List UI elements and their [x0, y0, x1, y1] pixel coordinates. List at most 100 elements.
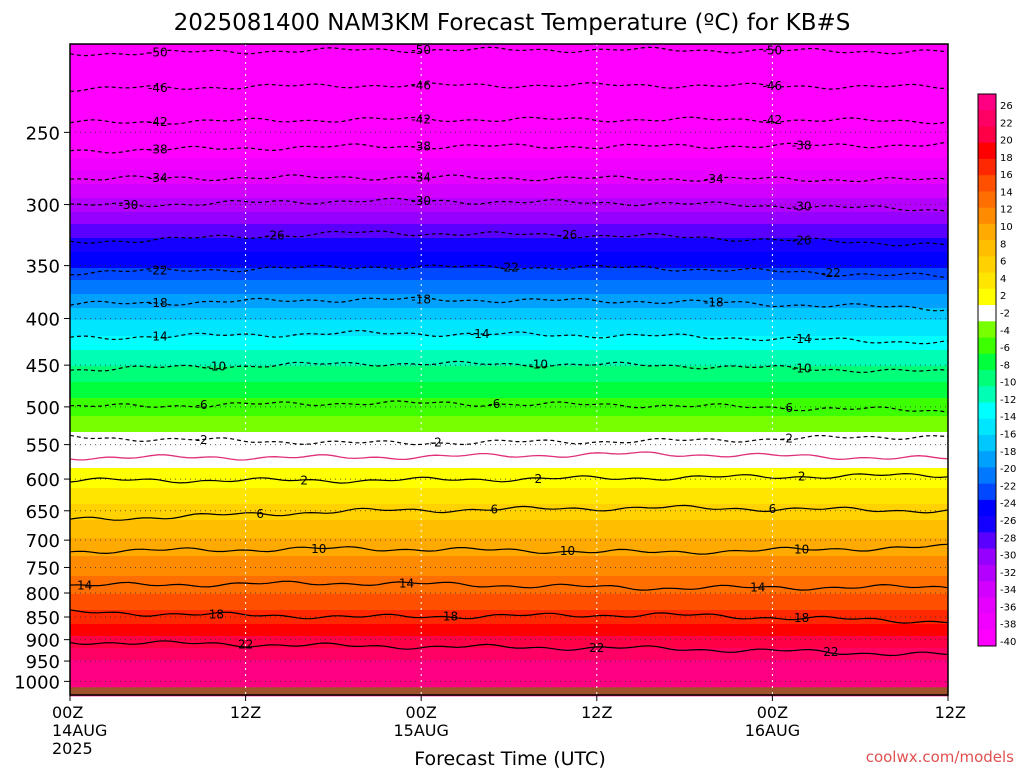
temp-band	[70, 204, 948, 207]
temp-band	[70, 152, 948, 155]
temp-band	[70, 484, 948, 487]
x-tick-date: 15AUG	[393, 721, 448, 740]
temp-band	[70, 464, 948, 467]
colorbar-swatch	[978, 126, 996, 144]
temp-band	[70, 212, 948, 215]
temp-band	[70, 144, 948, 147]
temp-band	[70, 668, 948, 671]
temp-band	[70, 406, 948, 409]
colorbar-label: -28	[1000, 533, 1016, 544]
temp-band	[70, 292, 948, 295]
temp-band	[70, 170, 948, 173]
temp-band	[70, 580, 948, 583]
temp-band	[70, 634, 948, 637]
y-tick-label: 750	[26, 558, 60, 579]
temp-band	[70, 472, 948, 475]
temp-band	[70, 562, 948, 565]
temp-band	[70, 320, 948, 323]
temp-band	[70, 612, 948, 615]
temp-band	[70, 72, 948, 75]
contour-label: -46	[411, 78, 431, 92]
contour-line	[69, 116, 949, 125]
colorbar-label: -20	[1000, 464, 1016, 475]
colorbar-swatch	[978, 142, 996, 160]
colorbar-swatch	[978, 191, 996, 209]
temp-band	[70, 446, 948, 449]
temp-band	[70, 266, 948, 269]
temp-band	[70, 154, 948, 157]
temp-band	[70, 286, 948, 289]
temp-band	[70, 248, 948, 251]
temp-band	[70, 190, 948, 193]
temp-band	[70, 552, 948, 555]
contour-label: -2	[781, 432, 793, 446]
temp-band	[70, 656, 948, 659]
colorbar-swatch	[978, 467, 996, 485]
temp-band	[70, 626, 948, 629]
temp-band	[70, 50, 948, 53]
y-tick-label: 350	[26, 257, 60, 278]
plot-area: -50 -50 -50-46 -46 -46-42 -42 -42-38 -38 -38-34-…	[69, 43, 949, 697]
contour-line	[69, 609, 949, 624]
contour-label: 22	[589, 641, 604, 655]
temp-band	[70, 106, 948, 109]
temp-band	[70, 264, 948, 267]
temp-band	[70, 252, 948, 255]
contour-line	[69, 580, 949, 591]
temp-band	[70, 290, 948, 293]
temp-band	[70, 526, 948, 529]
x-tick-label: 12Z	[581, 703, 612, 722]
temp-band	[70, 410, 948, 413]
temp-band	[70, 222, 948, 225]
temp-band	[70, 166, 948, 169]
temp-band	[70, 488, 948, 491]
temp-band	[70, 338, 948, 341]
temp-band	[70, 632, 948, 635]
temp-band	[70, 514, 948, 517]
temp-band	[70, 650, 948, 653]
contour-label: -50	[148, 46, 168, 60]
temp-band	[70, 218, 948, 221]
contour-label: 6	[256, 507, 264, 521]
colorbar-label: -12	[1000, 395, 1016, 406]
temp-band	[70, 462, 948, 465]
temp-band	[70, 380, 948, 383]
temp-band	[70, 280, 948, 283]
colorbar-label: 4	[1000, 274, 1006, 285]
temp-band	[70, 584, 948, 587]
temp-band	[70, 610, 948, 613]
temp-band	[70, 116, 948, 119]
temp-band	[70, 202, 948, 205]
temp-band	[70, 642, 948, 645]
temp-band	[70, 176, 948, 179]
contour-label: 14	[399, 577, 414, 591]
contour-label: -6	[488, 397, 500, 411]
contour-label: -50	[411, 43, 431, 57]
temp-band	[70, 78, 948, 81]
temp-band	[70, 386, 948, 389]
temp-band	[70, 686, 948, 689]
colorbar-swatch	[978, 94, 996, 111]
temp-band	[70, 336, 948, 339]
temp-band	[70, 540, 948, 543]
contour-label: -34	[704, 172, 724, 186]
temp-band	[70, 654, 948, 657]
temp-band	[70, 468, 948, 471]
contour-label: -42	[148, 115, 168, 129]
contour-label: 2	[798, 469, 806, 483]
temp-band	[70, 550, 948, 553]
temp-band	[70, 520, 948, 523]
colorbar-swatch	[978, 240, 996, 257]
temp-band	[70, 98, 948, 101]
temp-band	[70, 504, 948, 507]
temp-band	[70, 300, 948, 303]
contour-label: 22	[238, 637, 253, 651]
temp-band	[70, 108, 948, 111]
temp-band	[70, 350, 948, 353]
temp-band	[70, 128, 948, 131]
temp-band	[70, 216, 948, 219]
temp-band	[70, 532, 948, 535]
temp-band	[70, 90, 948, 93]
temp-band	[70, 240, 948, 243]
temp-band	[70, 340, 948, 343]
